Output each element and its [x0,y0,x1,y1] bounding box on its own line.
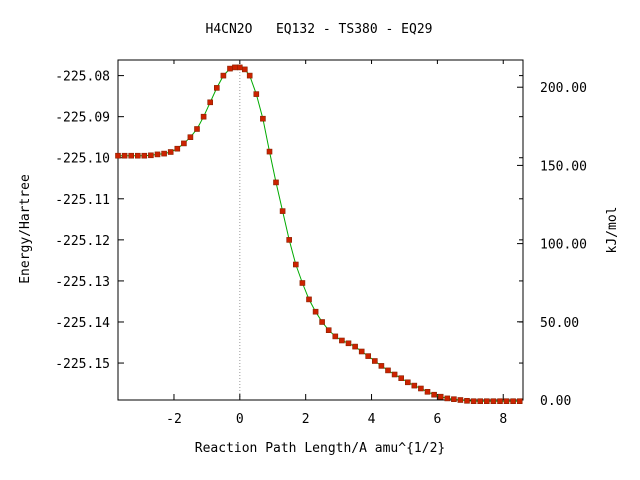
data-point [292,261,299,268]
data-point [418,385,424,392]
data-point [483,398,490,405]
y2-tick-label: 150.00 [540,159,587,174]
data-point [477,398,484,405]
data-point [232,64,238,71]
data-point [273,179,279,186]
y-tick-label: -225.09 [55,111,110,126]
energy-series-line [118,66,520,402]
y-tick-label: -225.08 [55,70,110,85]
x-tick-label: 6 [433,412,441,427]
data-point [214,85,220,91]
y2-tick-label: 0.00 [540,394,571,409]
data-point [227,65,233,72]
data-point [345,340,352,347]
data-point [148,152,154,159]
data-point [220,72,227,79]
data-point [457,397,464,403]
data-point [424,388,431,395]
plot-frame [117,59,524,401]
y-tick-label: -225.14 [55,316,110,331]
data-point [154,151,161,158]
data-point [503,398,510,405]
data-point [332,333,339,340]
data-point [404,379,411,386]
data-point [358,348,365,355]
data-point [141,152,148,159]
y-axis-title: Energy/Hartree [18,174,33,284]
bottom-axis-ticks: -2 0 2 4 6 8 [166,60,507,427]
data-point [451,396,457,403]
y-tick-label: -225.15 [55,357,110,372]
data-point [339,337,345,344]
data-point [121,152,128,159]
y2-axis-title: kJ/mol [605,207,620,254]
data-point [352,343,358,350]
x-tick-label: 2 [302,412,310,427]
x-tick-label: 0 [236,412,244,427]
data-point [306,296,312,303]
data-point [398,375,405,382]
data-point [194,126,200,132]
data-point [378,363,385,369]
data-point [242,66,248,73]
x-tick-label: -2 [166,412,182,427]
data-point [516,398,523,405]
data-point [497,398,503,405]
data-point [286,237,293,243]
data-point [391,371,398,378]
data-point [128,152,134,159]
data-point [135,152,141,159]
data-point [115,152,121,159]
data-point [490,398,497,405]
y2-tick-label: 50.00 [540,316,579,331]
data-point [444,395,451,402]
data-point [237,64,243,71]
y-tick-label: -225.13 [55,275,110,290]
data-point [200,113,207,120]
energy-series-markers [115,64,523,405]
data-point [181,140,187,147]
data-point [253,91,260,97]
data-point [174,145,181,152]
data-point [299,280,306,286]
data-point [510,398,516,405]
y2-tick-label: 100.00 [540,238,587,253]
y-tick-label: -225.11 [55,193,110,208]
y-tick-label: -225.12 [55,234,110,249]
data-point [161,150,167,157]
left-axis-ticks: -225.08 -225.09 -225.10 -225.11 -225.12 -225.… [55,70,523,372]
data-point [437,393,444,400]
data-point [279,208,286,214]
data-point [266,148,273,155]
data-point [167,149,174,155]
data-point [187,134,194,140]
data-point [246,72,253,79]
data-point [260,115,266,122]
data-point [464,397,470,404]
data-point [319,319,325,325]
data-point [371,358,378,364]
x-tick-label: 4 [368,412,376,427]
data-point [431,391,437,398]
data-point [470,398,477,405]
x-axis-title: Reaction Path Length/A amu^{1/2} [195,441,445,456]
right-axis-ticks: 0.00 50.00 100.00 150.00 200.00 [517,81,587,409]
data-point [325,327,332,334]
data-point [385,367,391,374]
data-point [312,308,319,315]
x-tick-label: 8 [499,412,507,427]
data-point [207,99,213,106]
y-tick-label: -225.10 [55,152,110,167]
data-point [365,353,372,359]
data-point [411,382,418,389]
chart-title: H4CN2O EQ132 - TS380 - EQ29 [206,22,433,37]
y2-tick-label: 200.00 [540,81,587,96]
